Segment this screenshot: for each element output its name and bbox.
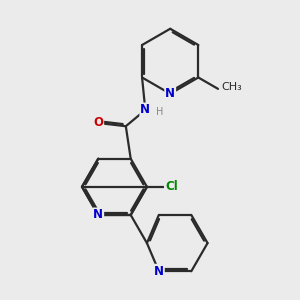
Text: Cl: Cl	[165, 180, 178, 193]
Text: N: N	[140, 103, 150, 116]
Text: N: N	[154, 265, 164, 278]
Text: CH₃: CH₃	[221, 82, 242, 92]
Text: O: O	[93, 116, 103, 130]
Text: N: N	[165, 87, 175, 100]
Text: N: N	[93, 208, 103, 221]
Text: H: H	[156, 106, 163, 117]
